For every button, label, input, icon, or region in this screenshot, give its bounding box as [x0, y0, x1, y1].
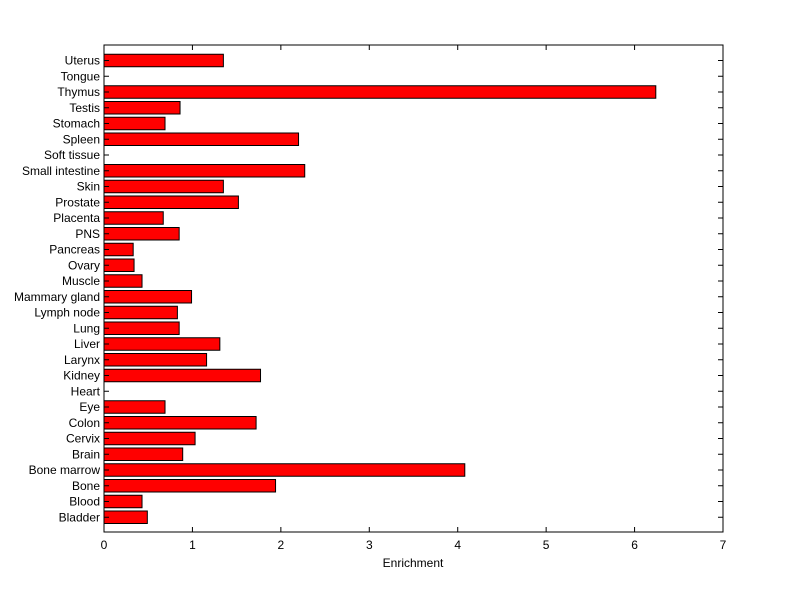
y-tick-label-kidney: Kidney — [63, 369, 100, 383]
bar-placenta — [103, 211, 164, 225]
x-tick-label: 0 — [101, 538, 108, 552]
y-tick-label-eye: Eye — [79, 400, 100, 414]
ticks-group — [103, 45, 724, 532]
bar-mammary-gland — [103, 290, 193, 304]
y-tick-label-tongue: Tongue — [61, 69, 101, 83]
y-tick-label-lung: Lung — [73, 321, 100, 335]
plot-frame — [103, 44, 724, 533]
x-tick-label: 3 — [366, 538, 373, 552]
y-tick-label-stomach: Stomach — [53, 117, 100, 131]
bar-skin — [103, 179, 224, 194]
bar-muscle — [103, 274, 143, 288]
bars-group — [103, 53, 657, 524]
bar-small-intestine — [103, 164, 306, 178]
bar-blood — [103, 494, 143, 509]
y-tick-label-soft-tissue: Soft tissue — [44, 148, 100, 162]
y-tick-label-skin: Skin — [77, 180, 100, 194]
y-tick-label-mammary-gland: Mammary gland — [14, 290, 100, 304]
x-tick-label: 2 — [278, 538, 285, 552]
x-tick-label: 4 — [454, 538, 461, 552]
bar-thymus — [103, 85, 657, 99]
bar-stomach — [103, 116, 166, 131]
bar-bladder — [103, 510, 148, 524]
x-tick-label: 6 — [631, 538, 638, 552]
bar-colon — [103, 416, 257, 430]
y-tick-label-heart: Heart — [71, 384, 101, 398]
y-tick-label-larynx: Larynx — [64, 353, 100, 367]
y-tick-label-bladder: Bladder — [59, 510, 100, 524]
bar-bone — [103, 479, 277, 493]
bar-eye — [103, 400, 166, 414]
bar-spleen — [103, 132, 300, 146]
y-tick-label-uterus: Uterus — [65, 54, 100, 68]
y-tick-label-ovary: Ovary — [68, 258, 100, 272]
y-tick-label-spleen: Spleen — [63, 132, 100, 146]
bar-testis — [103, 101, 181, 115]
bar-prostate — [103, 195, 239, 209]
y-tick-label-bone-marrow: Bone marrow — [29, 463, 101, 477]
y-tick-label-small-intestine: Small intestine — [22, 164, 100, 178]
bar-kidney — [103, 368, 262, 383]
y-tick-label-prostate: Prostate — [55, 195, 100, 209]
bar-lymph-node — [103, 305, 178, 320]
bar-pns — [103, 227, 180, 241]
bar-brain — [103, 447, 184, 461]
bar-lung — [103, 321, 180, 335]
y-tick-label-bone: Bone — [72, 479, 100, 493]
y-tick-label-lymph-node: Lymph node — [34, 306, 100, 320]
y-tick-label-liver: Liver — [74, 337, 100, 351]
y-tick-label-blood: Blood — [69, 495, 100, 509]
y-tick-label-pns: PNS — [75, 227, 100, 241]
y-tick-label-brain: Brain — [72, 447, 100, 461]
y-tick-label-pancreas: Pancreas — [49, 243, 100, 257]
bar-liver — [103, 337, 221, 351]
y-tick-label-colon: Colon — [69, 416, 100, 430]
y-tick-label-muscle: Muscle — [62, 274, 100, 288]
bar-bone-marrow — [103, 463, 466, 477]
x-axis-title: Enrichment — [383, 556, 444, 570]
y-tick-label-cervix: Cervix — [66, 432, 100, 446]
x-tick-label: 5 — [543, 538, 550, 552]
x-tick-label: 1 — [189, 538, 196, 552]
bar-uterus — [103, 53, 224, 68]
y-tick-label-placenta: Placenta — [53, 211, 100, 225]
bar-cervix — [103, 431, 196, 446]
bar-larynx — [103, 353, 208, 367]
y-tick-label-thymus: Thymus — [57, 85, 100, 99]
y-tick-label-testis: Testis — [69, 101, 100, 115]
x-tick-label: 7 — [720, 538, 727, 552]
